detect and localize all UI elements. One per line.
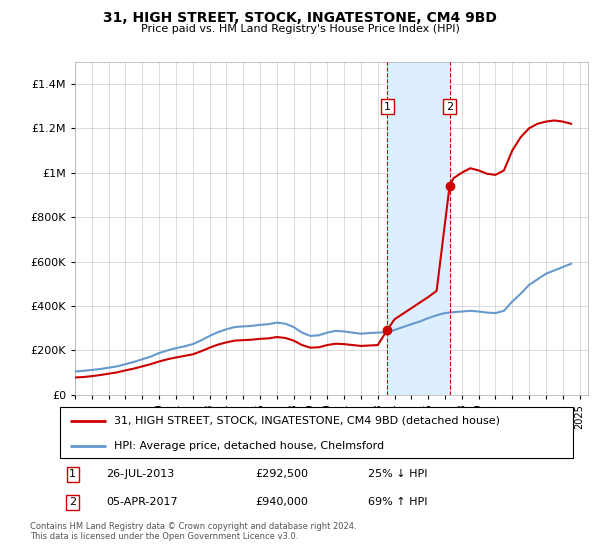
- Text: 2: 2: [69, 497, 76, 507]
- Text: 1: 1: [70, 469, 76, 479]
- Text: 1: 1: [384, 101, 391, 111]
- Text: 31, HIGH STREET, STOCK, INGATESTONE, CM4 9BD (detached house): 31, HIGH STREET, STOCK, INGATESTONE, CM4…: [114, 416, 500, 426]
- Text: 69% ↑ HPI: 69% ↑ HPI: [368, 497, 427, 507]
- Text: 2: 2: [446, 101, 453, 111]
- Text: 26-JUL-2013: 26-JUL-2013: [106, 469, 175, 479]
- Bar: [388, 62, 449, 395]
- Text: £940,000: £940,000: [255, 497, 308, 507]
- Text: 31, HIGH STREET, STOCK, INGATESTONE, CM4 9BD: 31, HIGH STREET, STOCK, INGATESTONE, CM4…: [103, 11, 497, 25]
- Text: HPI: Average price, detached house, Chelmsford: HPI: Average price, detached house, Chel…: [114, 441, 384, 451]
- Text: 25% ↓ HPI: 25% ↓ HPI: [368, 469, 427, 479]
- Text: £292,500: £292,500: [255, 469, 308, 479]
- Text: Price paid vs. HM Land Registry's House Price Index (HPI): Price paid vs. HM Land Registry's House …: [140, 24, 460, 34]
- Text: Contains HM Land Registry data © Crown copyright and database right 2024.
This d: Contains HM Land Registry data © Crown c…: [30, 522, 356, 542]
- Text: 05-APR-2017: 05-APR-2017: [106, 497, 178, 507]
